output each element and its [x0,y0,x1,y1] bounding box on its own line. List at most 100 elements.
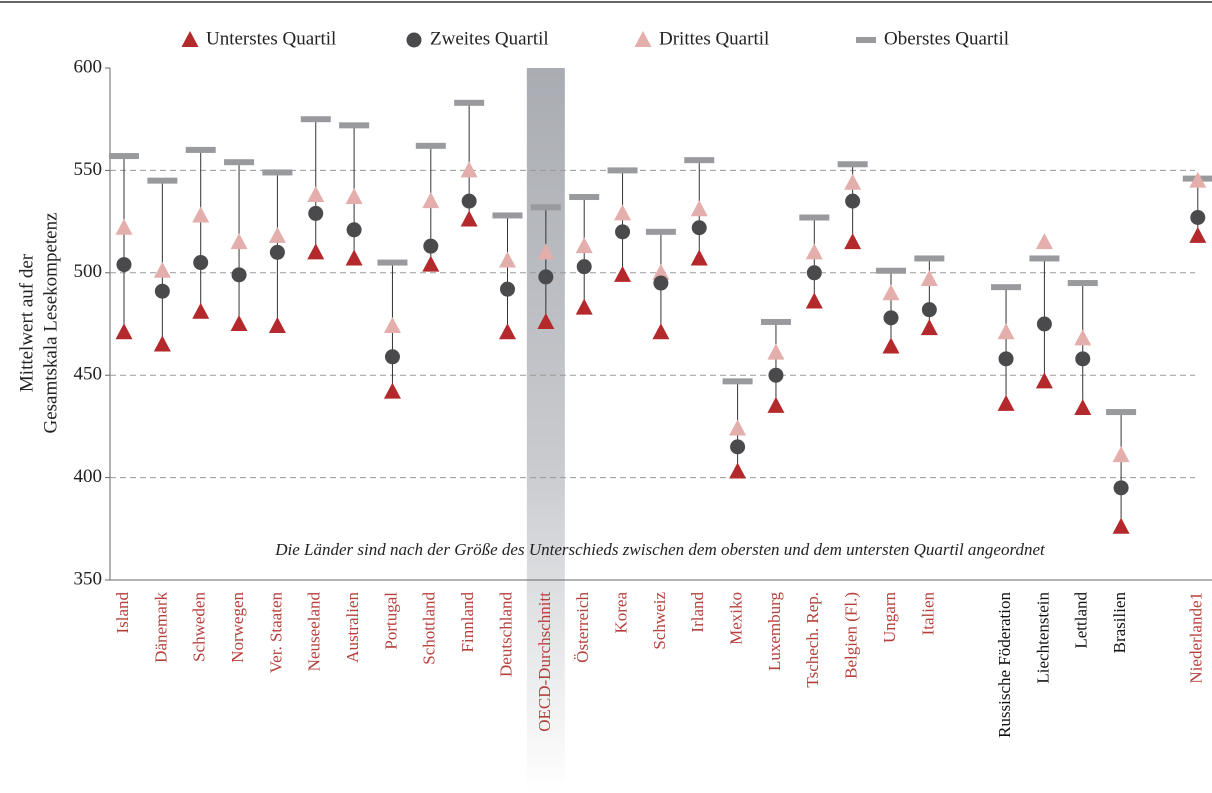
circle-marker [308,205,324,221]
legend-marker [181,31,199,47]
x-tick-label: Belgien (Fl.) [842,592,861,679]
bar-marker [760,318,791,325]
circle-marker [1113,480,1129,496]
x-tick-label: Schweden [190,592,209,662]
triangle-marker [575,237,593,254]
triangle-marker [1035,372,1053,389]
bar-marker [837,161,868,168]
annotation: Die Länder sind nach der Größe des Unter… [274,540,1046,559]
y-tick-label: 350 [74,568,103,589]
triangle-marker [153,261,171,278]
bar-marker [1029,255,1060,262]
triangle-marker [115,323,133,340]
triangle-marker [882,284,900,301]
circle-marker [461,193,477,209]
circle-marker [423,238,439,254]
legend-label: Unterstes Quartil [206,28,336,49]
highlight-band [526,68,565,793]
y-axis-label: Gesamtskala Lesekompetenz [40,212,61,433]
triangle-marker [1189,171,1207,188]
bar-marker [454,99,485,106]
triangle-marker [690,200,708,217]
bar-marker [799,214,830,221]
legend-label: Oberstes Quartil [884,28,1009,49]
triangle-marker [1035,233,1053,250]
circle-marker [653,275,669,291]
x-tick-label: Portugal [381,592,400,650]
circle-marker [384,349,400,365]
circle-marker [883,310,899,326]
bar-marker [262,169,293,176]
triangle-marker [805,292,823,309]
triangle-marker [1112,446,1130,463]
x-tick-label: Luxemburg [765,592,784,672]
triangle-marker [422,255,440,272]
legend-marker [634,31,652,47]
bar-marker [339,122,370,129]
triangle-marker [499,323,516,340]
triangle-marker [537,312,555,329]
x-tick-label: OECD-Durchschnitt [535,592,554,732]
x-tick-label: Korea [611,592,630,634]
bar-marker [224,159,255,166]
triangle-marker [844,173,862,190]
triangle-marker [767,396,785,413]
x-tick-label: Dänemark [151,592,170,663]
bar-marker [415,142,446,149]
triangle-marker [345,188,363,205]
circle-marker [768,367,784,383]
circle-marker [154,283,170,299]
y-tick-label: 450 [74,364,103,385]
x-tick-label: Ver. Staaten [266,592,285,674]
circle-marker [346,222,362,238]
triangle-marker [383,317,401,334]
triangle-marker [997,323,1015,340]
circle-marker [921,302,937,318]
circle-marker [1075,351,1091,367]
triangle-marker [230,315,248,331]
x-tick-label: Schweiz [650,592,669,650]
circle-marker [231,267,247,283]
circle-marker [615,224,631,240]
bar-marker [530,204,561,211]
legend-marker [406,32,422,48]
circle-marker [998,351,1014,367]
circle-marker [269,244,285,260]
bar-marker [876,267,906,274]
x-tick-label: Norwegen [228,592,247,663]
triangle-marker [1074,329,1092,346]
legend-label: Drittes Quartil [659,28,769,49]
triangle-marker [460,210,478,227]
triangle-marker [499,251,516,268]
bar-marker [377,259,408,266]
triangle-marker [460,161,478,178]
triangle-marker [920,319,938,336]
y-tick-label: 600 [74,56,103,77]
x-tick-label: Brasilien [1110,592,1129,654]
triangle-marker [844,233,862,250]
x-tick-label: Italien [918,592,937,636]
triangle-marker [767,343,785,360]
triangle-marker [882,337,900,354]
bar-marker [147,177,178,184]
y-tick-label: 550 [74,159,103,180]
triangle-marker [192,206,210,223]
triangle-marker [230,233,248,250]
triangle-marker [652,323,670,340]
x-tick-label: Russische Föderation [995,592,1014,738]
triangle-marker [537,243,555,260]
bar-marker [1106,409,1137,416]
x-tick-label: Irland [688,592,707,633]
triangle-marker [729,462,747,479]
x-tick-label: Finnland [458,592,477,653]
triangle-marker [690,249,708,266]
legend-label: Zweites Quartil [430,28,549,49]
bar-marker [492,212,523,219]
triangle-marker [1189,226,1207,243]
triangle-marker [383,382,401,399]
bar-marker [607,167,638,174]
bar-marker [185,146,216,153]
circle-marker [730,439,746,455]
x-tick-label: Deutschland [496,592,515,677]
bar-marker [914,255,945,262]
